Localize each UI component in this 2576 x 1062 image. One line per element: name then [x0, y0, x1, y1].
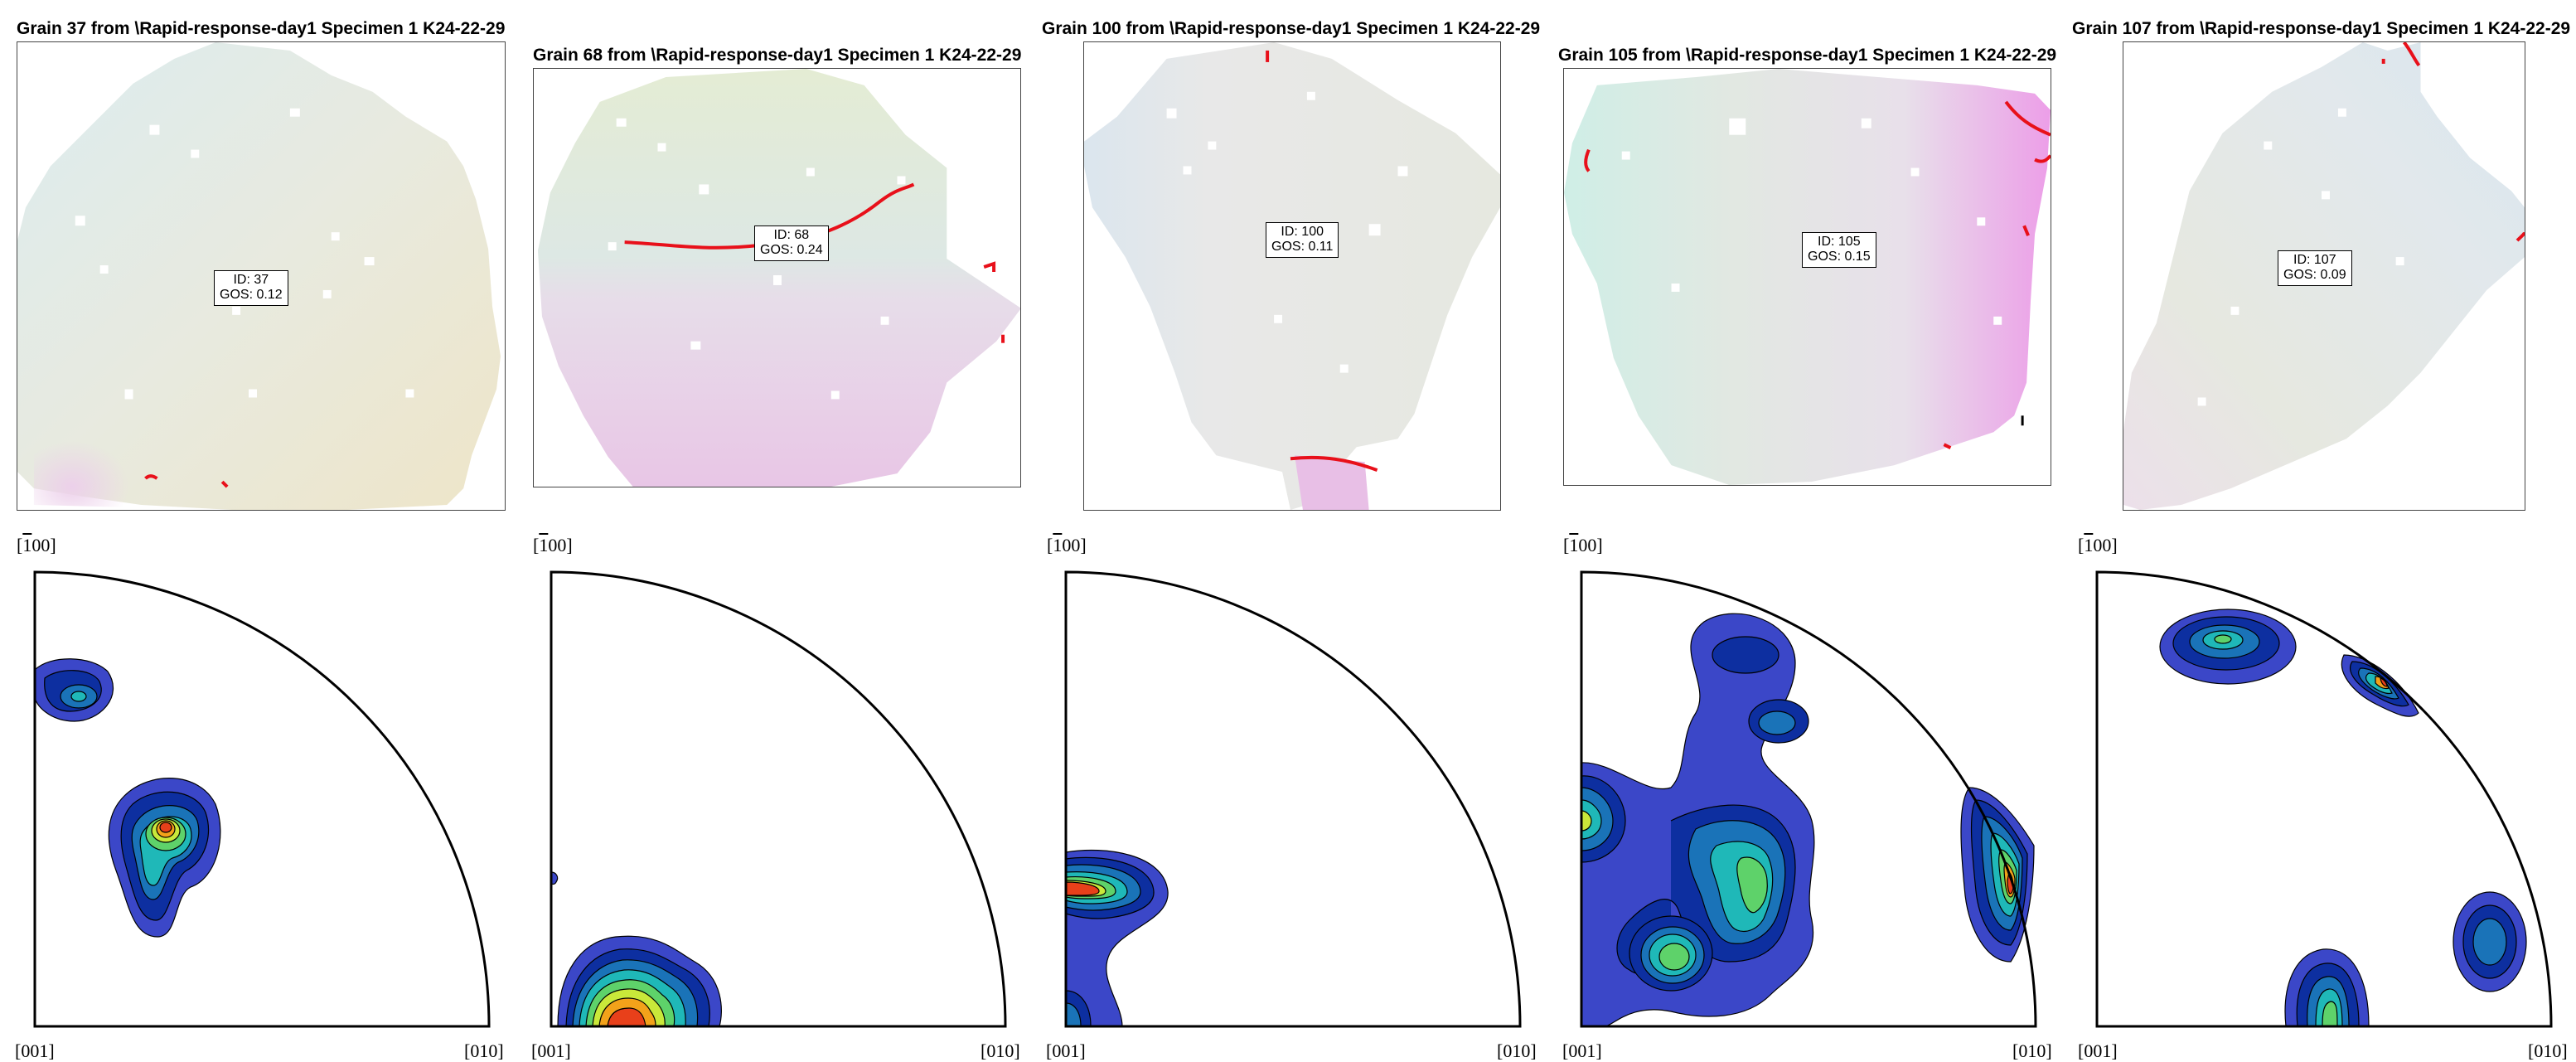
pole-figure-boundary: [1580, 570, 2037, 1028]
pole-density-contours: [1581, 613, 2035, 1027]
pole-density-contours: [550, 871, 722, 1027]
pf-right-label: [010]: [1497, 1040, 1537, 1061]
grain-id: ID: 68: [773, 228, 810, 242]
grain-id: ID: 105: [1818, 235, 1861, 249]
pole-figure: [33, 570, 491, 1028]
grain-map: [1083, 41, 1501, 511]
pole-figure: [550, 570, 1007, 1028]
grain-id-label: ID: 68 GOS: 0.24: [754, 225, 829, 261]
pf-top-label: [100]: [1047, 535, 1087, 555]
pf-left-label: [001]: [1562, 1040, 1602, 1061]
pole-density-contours: [1065, 849, 1169, 1027]
grain-orientation-map: [537, 69, 1020, 487]
pf-top-label: [100]: [2078, 535, 2118, 555]
pf-right-label: [010]: [2012, 1040, 2052, 1061]
pf-left-label: [001]: [531, 1040, 571, 1061]
pole-figure: [2095, 570, 2553, 1028]
pf-left-label: [001]: [2078, 1040, 2118, 1061]
pole-figure-boundary: [550, 570, 1007, 1028]
pf-top-label: [100]: [1563, 535, 1603, 555]
grain-orientation-map: [1084, 42, 1500, 510]
pf-top-label: [100]: [533, 535, 573, 555]
grain-title: Grain 37 from \Rapid-response-day1 Speci…: [17, 19, 506, 38]
grain-id-label: ID: 105 GOS: 0.15: [1802, 232, 1876, 268]
grain-gos: GOS: 0.24: [760, 243, 823, 258]
grain-title: Grain 68 from \Rapid-response-day1 Speci…: [533, 46, 1022, 65]
pole-figure: [1580, 570, 2037, 1028]
grain-map: [1563, 68, 2051, 486]
pf-right-label: [010]: [464, 1040, 504, 1061]
grain-title: Grain 107 from \Rapid-response-day1 Spec…: [2072, 19, 2571, 38]
pf-left-label: [001]: [1046, 1040, 1086, 1061]
grain-gos: GOS: 0.11: [1271, 240, 1334, 255]
grain-gos: GOS: 0.15: [1808, 250, 1871, 264]
pole-density-contours: [2159, 609, 2527, 1027]
pf-right-label: [010]: [981, 1040, 1020, 1061]
grain-id-label: ID: 107 GOS: 0.09: [2278, 250, 2352, 286]
grain-id: ID: 107: [2293, 253, 2336, 267]
grain-map: [533, 68, 1021, 487]
grain-title: Grain 105 from \Rapid-response-day1 Spec…: [1558, 46, 2057, 65]
pf-left-label: [001]: [15, 1040, 55, 1061]
grain-orientation-map: [1564, 69, 2051, 485]
pole-figure-boundary: [2095, 570, 2553, 1028]
pole-figure-boundary: [1064, 570, 1522, 1028]
pole-figure-boundary: [33, 570, 491, 1028]
grain-gos: GOS: 0.12: [220, 288, 283, 303]
pf-top-label: [100]: [17, 535, 56, 555]
grain-title: Grain 100 from \Rapid-response-day1 Spec…: [1042, 19, 1541, 38]
pole-density-contours: [34, 658, 221, 938]
grain-id: ID: 37: [233, 273, 269, 287]
grain-gos: GOS: 0.09: [2283, 268, 2346, 283]
grain-id: ID: 100: [1281, 225, 1324, 239]
grain-id-label: ID: 37 GOS: 0.12: [214, 270, 288, 306]
pole-figure: [1064, 570, 1522, 1028]
pf-right-label: [010]: [2528, 1040, 2568, 1061]
grain-id-label: ID: 100 GOS: 0.11: [1266, 222, 1339, 258]
